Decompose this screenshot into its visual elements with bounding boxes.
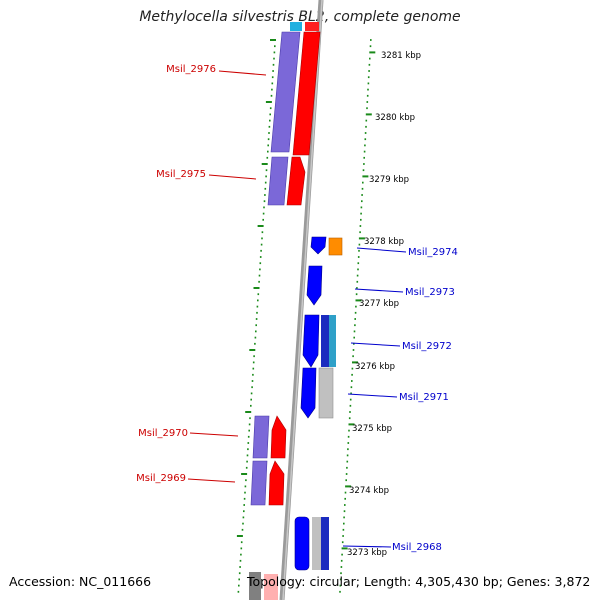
accession-label: Accession: NC_011666 [9, 574, 152, 589]
genome-backbone-highlight [282, 0, 323, 600]
gene-msil-2975-cds[interactable] [267, 156, 289, 206]
scale-label-3273: 3273 kbp [347, 548, 387, 558]
gene-msil-2972-cds-blue[interactable] [321, 315, 329, 367]
gene-msil-2974-gene[interactable] [310, 236, 327, 255]
scale-label-3274: 3274 kbp [349, 486, 389, 496]
leader-lines [187, 70, 407, 548]
gene-label-msil-2973[interactable]: Msil_2973 [405, 287, 455, 298]
scale-label-3280: 3280 kbp [375, 113, 415, 123]
gene-label-msil-2975[interactable]: Msil_2975 [156, 169, 206, 180]
scale-label-3277: 3277 kbp [359, 299, 399, 309]
gene-top-fragment-red [305, 22, 319, 31]
gene-label-msil-2974[interactable]: Msil_2974 [408, 247, 458, 258]
gene-label-msil-2971[interactable]: Msil_2971 [399, 392, 449, 403]
gene-msil-2968-cds[interactable] [321, 517, 329, 570]
gene-msil-2974-rna[interactable] [328, 237, 343, 256]
gene-label-msil-2970[interactable]: Msil_2970 [138, 428, 188, 439]
leader-msil-2974 [356, 247, 407, 253]
gene-msil-2971-pseudo[interactable] [318, 367, 334, 419]
gene-label-msil-2972[interactable]: Msil_2972 [402, 341, 452, 352]
gene-msil-2971-gene[interactable] [300, 367, 317, 419]
gene-label-msil-2968[interactable]: Msil_2968 [392, 542, 442, 553]
gene-msil-2976-cds[interactable] [270, 31, 301, 153]
scale-label-3279: 3279 kbp [369, 175, 409, 185]
gene-msil-2970-cds[interactable] [252, 415, 270, 459]
gene-labels: Msil_2976 Msil_2975 Msil_2970 Msil_2969 … [136, 64, 458, 553]
leader-msil-2970 [189, 432, 239, 437]
topology-label: Topology: circular; Length: 4,305,430 bp… [247, 574, 591, 589]
leader-msil-2976 [218, 70, 267, 76]
forward-strand-features [249, 22, 321, 600]
gene-msil-2968-pseudo[interactable] [312, 517, 321, 570]
scale-label-3275: 3275 kbp [352, 424, 392, 434]
right-tick-arc [339, 39, 376, 593]
gene-msil-2972-gene[interactable] [302, 314, 320, 368]
leader-msil-2969 [187, 478, 236, 483]
gene-msil-2976-gene[interactable] [292, 31, 321, 156]
left-tick-arc [236, 39, 276, 593]
gene-msil-2970-gene[interactable] [270, 415, 287, 459]
gene-msil-2972-cds-teal[interactable] [329, 315, 336, 367]
leader-msil-2968 [342, 545, 392, 548]
genome-backbone [279, 0, 324, 600]
gene-top-fragment-cyan [290, 22, 302, 31]
leader-msil-2973 [354, 288, 404, 293]
gene-msil-2969-gene[interactable] [268, 460, 285, 506]
scale-label-3278: 3278 kbp [364, 237, 404, 247]
reverse-strand-features [294, 236, 343, 571]
gene-msil-2973-gene[interactable] [306, 265, 323, 306]
gene-msil-2968-gene[interactable] [294, 516, 310, 571]
scale-label-3281: 3281 kbp [381, 51, 421, 61]
leader-msil-2971 [347, 393, 398, 398]
gene-label-msil-2969[interactable]: Msil_2969 [136, 473, 186, 484]
gene-msil-2969-cds[interactable] [250, 460, 268, 506]
scale-label-3276: 3276 kbp [355, 362, 395, 372]
map-title: Methylocella silvestris BL2, complete ge… [139, 9, 461, 25]
leader-msil-2975 [208, 174, 257, 180]
gene-bottom-fragment-pink [264, 574, 278, 600]
gene-label-msil-2976[interactable]: Msil_2976 [166, 64, 216, 75]
gene-bottom-fragment-gray [249, 572, 261, 600]
gene-msil-2975-gene[interactable] [286, 156, 306, 206]
leader-msil-2972 [350, 342, 401, 347]
scale-labels: 3281 kbp 3280 kbp 3279 kbp 3278 kbp 3277… [347, 51, 421, 558]
